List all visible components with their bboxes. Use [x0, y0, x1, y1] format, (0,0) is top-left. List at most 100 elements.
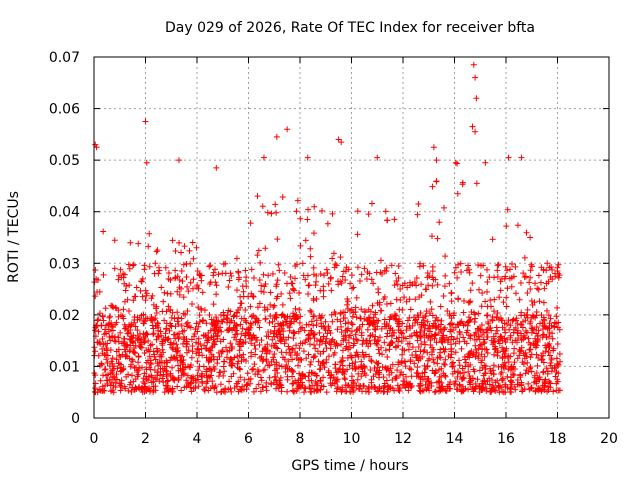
data-point [117, 266, 124, 273]
data-point [532, 314, 539, 321]
data-point [104, 359, 111, 366]
data-point [206, 365, 213, 372]
data-point [388, 333, 395, 340]
data-point [114, 365, 121, 372]
data-point [488, 388, 495, 395]
data-point [307, 361, 314, 368]
data-point [433, 157, 440, 164]
data-point [460, 334, 467, 341]
data-point [518, 332, 525, 339]
data-point [169, 346, 176, 353]
data-point [301, 385, 308, 392]
data-point [416, 294, 423, 301]
data-point [457, 260, 464, 267]
data-point [97, 377, 104, 384]
data-point [172, 275, 179, 282]
data-point [332, 361, 339, 368]
data-point [278, 363, 285, 370]
data-point [256, 324, 263, 331]
data-point [95, 352, 102, 359]
data-point [367, 332, 374, 339]
data-point [349, 285, 356, 292]
data-point [227, 340, 234, 347]
data-point [258, 288, 265, 295]
data-point [210, 333, 217, 340]
data-point [168, 314, 175, 321]
data-point [463, 267, 470, 274]
data-point [165, 387, 172, 394]
data-point [350, 284, 357, 291]
data-point [487, 365, 494, 372]
data-point [105, 328, 112, 335]
data-point [312, 345, 319, 352]
data-point [527, 274, 534, 281]
data-point [507, 388, 514, 395]
data-point [218, 328, 225, 335]
data-point [325, 353, 332, 360]
data-point [196, 312, 203, 319]
data-point [319, 312, 326, 319]
data-point [424, 349, 431, 356]
data-point [295, 362, 302, 369]
data-point [204, 337, 211, 344]
data-point [549, 330, 556, 337]
data-point [500, 299, 507, 306]
data-point [433, 178, 440, 185]
data-point [512, 263, 519, 270]
data-point [164, 290, 171, 297]
data-point [496, 294, 503, 301]
data-point [237, 293, 244, 300]
data-point [307, 358, 314, 365]
data-point [393, 375, 400, 382]
data-point [553, 355, 560, 362]
data-point [292, 314, 299, 321]
data-point [310, 322, 317, 329]
data-point [329, 336, 336, 343]
data-point [552, 273, 559, 280]
data-point [288, 280, 295, 287]
data-point [233, 321, 240, 328]
data-point [98, 360, 105, 367]
data-point [421, 362, 428, 369]
data-point [403, 298, 410, 305]
data-point [395, 327, 402, 334]
data-point [305, 206, 312, 213]
data-point [352, 309, 359, 316]
data-point [243, 319, 250, 326]
data-point [441, 324, 448, 331]
data-point [358, 358, 365, 365]
data-point [250, 388, 257, 395]
data-point [93, 144, 100, 151]
data-point [527, 234, 534, 241]
data-point [238, 386, 245, 393]
data-point [213, 282, 220, 289]
data-point [430, 356, 437, 363]
data-point [163, 325, 170, 332]
data-point [432, 370, 439, 377]
data-point [130, 340, 137, 347]
data-point [490, 371, 497, 378]
data-point [180, 294, 187, 301]
data-point [327, 341, 334, 348]
data-point [185, 288, 192, 295]
data-point [452, 159, 459, 166]
data-point [162, 264, 169, 271]
data-point [216, 369, 223, 376]
data-point [478, 321, 485, 328]
data-point [264, 209, 271, 216]
data-point [473, 336, 480, 343]
data-point [417, 260, 424, 267]
data-point [130, 297, 137, 304]
data-point [540, 322, 547, 329]
data-point [240, 339, 247, 346]
data-point [102, 305, 109, 312]
data-point [307, 307, 314, 314]
data-point [490, 339, 497, 346]
data-point [494, 267, 501, 274]
data-point [521, 355, 528, 362]
data-point [523, 367, 530, 374]
data-point [321, 272, 328, 279]
data-point [523, 229, 530, 236]
data-point [109, 369, 116, 376]
data-point [165, 303, 172, 310]
